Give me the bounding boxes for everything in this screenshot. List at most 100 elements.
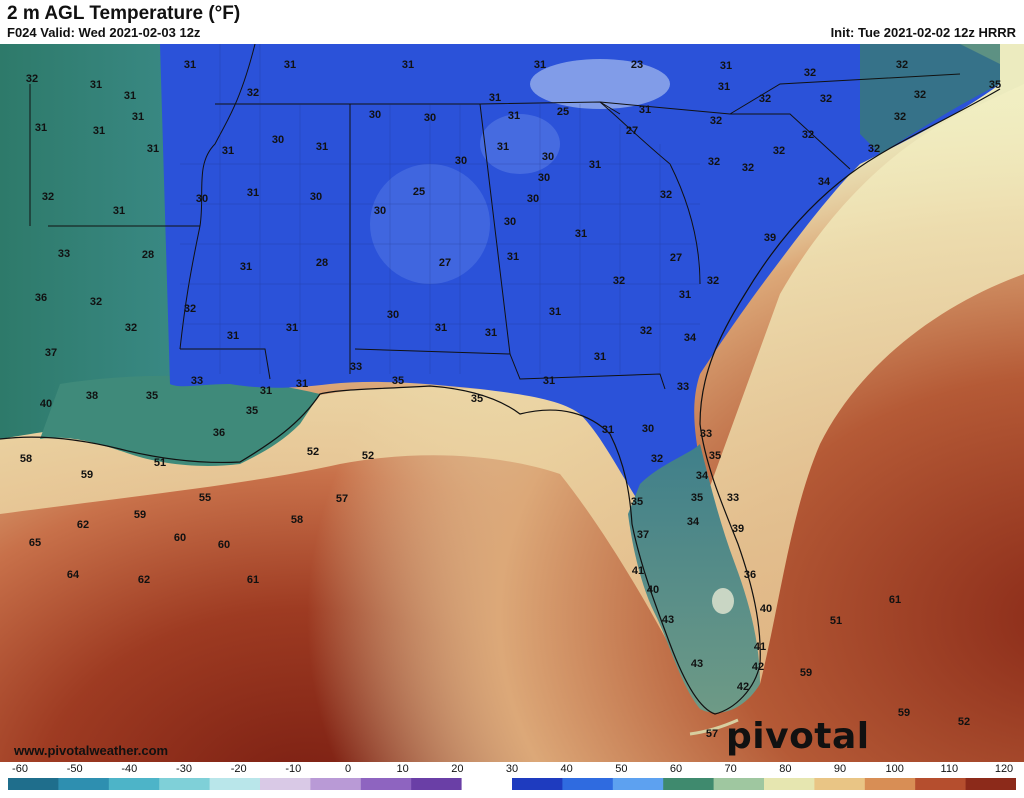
temperature-label: 31 — [286, 322, 298, 334]
temperature-label: 34 — [687, 516, 700, 528]
temperature-label: 43 — [662, 614, 674, 626]
temperature-label: 30 — [527, 193, 539, 205]
colorbar-tick-label: 10 — [396, 763, 409, 775]
coastal-band — [0, 84, 1024, 704]
temperature-label: 51 — [154, 457, 166, 469]
temperature-label: 30 — [387, 309, 399, 321]
west-land — [0, 44, 190, 439]
colorbar-tick-label: 110 — [940, 763, 959, 775]
colorbar-tick-label: -30 — [176, 763, 192, 775]
temperature-label: 32 — [868, 143, 880, 155]
temperature-label: 28 — [316, 257, 328, 269]
temperature-label: 32 — [90, 296, 102, 308]
temperature-label: 51 — [830, 615, 842, 627]
temperature-label: 31 — [132, 111, 144, 123]
colorbar-swatch — [461, 778, 513, 790]
temperature-label: 30 — [538, 172, 550, 184]
temperature-label: 35 — [709, 450, 721, 462]
temperature-label: 27 — [439, 257, 451, 269]
temperature-label: 52 — [958, 716, 970, 728]
temperature-map: 32 31 31 31 31 23 31 32 32 31 32 31 31 32 32 32 35 31 31 30… — [0, 44, 1024, 762]
colorbar-tick-label: -50 — [66, 763, 83, 775]
temperature-label: 52 — [307, 446, 319, 458]
colorbar-tick-label: 70 — [724, 763, 737, 775]
temperature-label: 31 — [93, 125, 105, 137]
temperature-label: 31 — [589, 159, 601, 171]
temperature-label: 58 — [20, 453, 32, 465]
temperature-label: 30 — [542, 151, 554, 163]
temperature-label: 38 — [86, 390, 98, 402]
temperature-label: 31 — [435, 322, 447, 334]
temperature-label: 35 — [989, 79, 1001, 91]
colorbar-tick-label: 60 — [669, 763, 683, 775]
temperature-label: 28 — [142, 249, 154, 261]
colorbar-tick-label: 120 — [994, 763, 1014, 775]
colorbar-swatch — [562, 778, 614, 790]
temperature-label: 32 — [613, 275, 625, 287]
temperature-label: 33 — [677, 381, 689, 393]
colorbar-tick-label: -60 — [12, 763, 28, 775]
colorbar-swatch — [814, 778, 866, 790]
temperature-label: 30 — [504, 216, 516, 228]
header: 2 m AGL Temperature (°F) F024 Valid: Wed… — [0, 0, 1024, 44]
florida-land — [628, 444, 760, 713]
temperature-label: 32 — [640, 325, 652, 337]
temperature-label: 36 — [213, 427, 225, 439]
colorbar-swatch — [58, 778, 110, 790]
colorbar-swatch — [209, 778, 261, 790]
colorbar-swatch — [411, 778, 463, 790]
temperature-label: 31 — [147, 143, 159, 155]
temperature-label: 31 — [260, 385, 272, 397]
coastline — [0, 88, 1001, 715]
temperature-label: 35 — [392, 375, 404, 387]
temperature-label: 34 — [684, 332, 697, 344]
colorbar-swatch — [965, 778, 1016, 790]
temperature-label: 33 — [700, 428, 712, 440]
temperature-label: 25 — [413, 186, 425, 198]
temperature-label: 31 — [316, 141, 328, 153]
temperature-label: 40 — [40, 398, 52, 410]
temperature-label: 42 — [752, 661, 764, 673]
temperature-label: 32 — [247, 87, 259, 99]
valid-time: F024 Valid: Wed 2021-02-03 12z — [7, 25, 201, 40]
temperature-label: 31 — [718, 81, 730, 93]
temperature-label: 32 — [710, 115, 722, 127]
temperature-label: 58 — [291, 514, 303, 526]
temperature-label: 31 — [113, 205, 125, 217]
temperature-label: 31 — [602, 424, 614, 436]
colorbar-swatch — [260, 778, 311, 790]
temperature-label: 31 — [575, 228, 587, 240]
temperature-label: 31 — [227, 330, 239, 342]
temperature-label: 31 — [489, 92, 501, 104]
temperature-label: 31 — [639, 104, 651, 116]
temperature-label: 59 — [800, 667, 812, 679]
temperature-label: 31 — [507, 251, 519, 263]
colorbar-swatch — [663, 778, 715, 790]
temperature-label: 30 — [642, 423, 654, 435]
init-time: Init: Tue 2021-02-02 12z HRRR — [830, 25, 1016, 40]
temperature-label: 39 — [732, 523, 744, 535]
colorbar-swatch — [108, 778, 160, 790]
colorbar-tick-label: 80 — [779, 763, 792, 775]
temperature-label: 31 — [508, 110, 520, 122]
temperature-label: 60 — [218, 539, 230, 551]
temperature-label: 31 — [720, 60, 732, 72]
colorbar-tick-label: 100 — [885, 763, 904, 775]
temperature-label: 32 — [26, 73, 38, 85]
temperature-label: 27 — [626, 125, 638, 137]
temperature-label: 33 — [727, 492, 739, 504]
temperature-label: 32 — [804, 67, 816, 79]
temperature-label: 41 — [754, 641, 766, 653]
temperature-label: 62 — [77, 519, 89, 531]
colorbar-swatch — [612, 778, 664, 790]
colorbar-tick-label: -40 — [121, 763, 138, 775]
temperature-label: 23 — [631, 59, 643, 71]
temperature-label: 61 — [247, 574, 259, 586]
temperature-label: 59 — [134, 509, 146, 521]
temperature-label: 59 — [898, 707, 910, 719]
temperature-label: 32 — [42, 191, 54, 203]
temperature-label: 31 — [543, 375, 555, 387]
colorbar-swatch — [915, 778, 967, 790]
temperature-label: 32 — [802, 129, 814, 141]
temperature-label: 31 — [594, 351, 606, 363]
